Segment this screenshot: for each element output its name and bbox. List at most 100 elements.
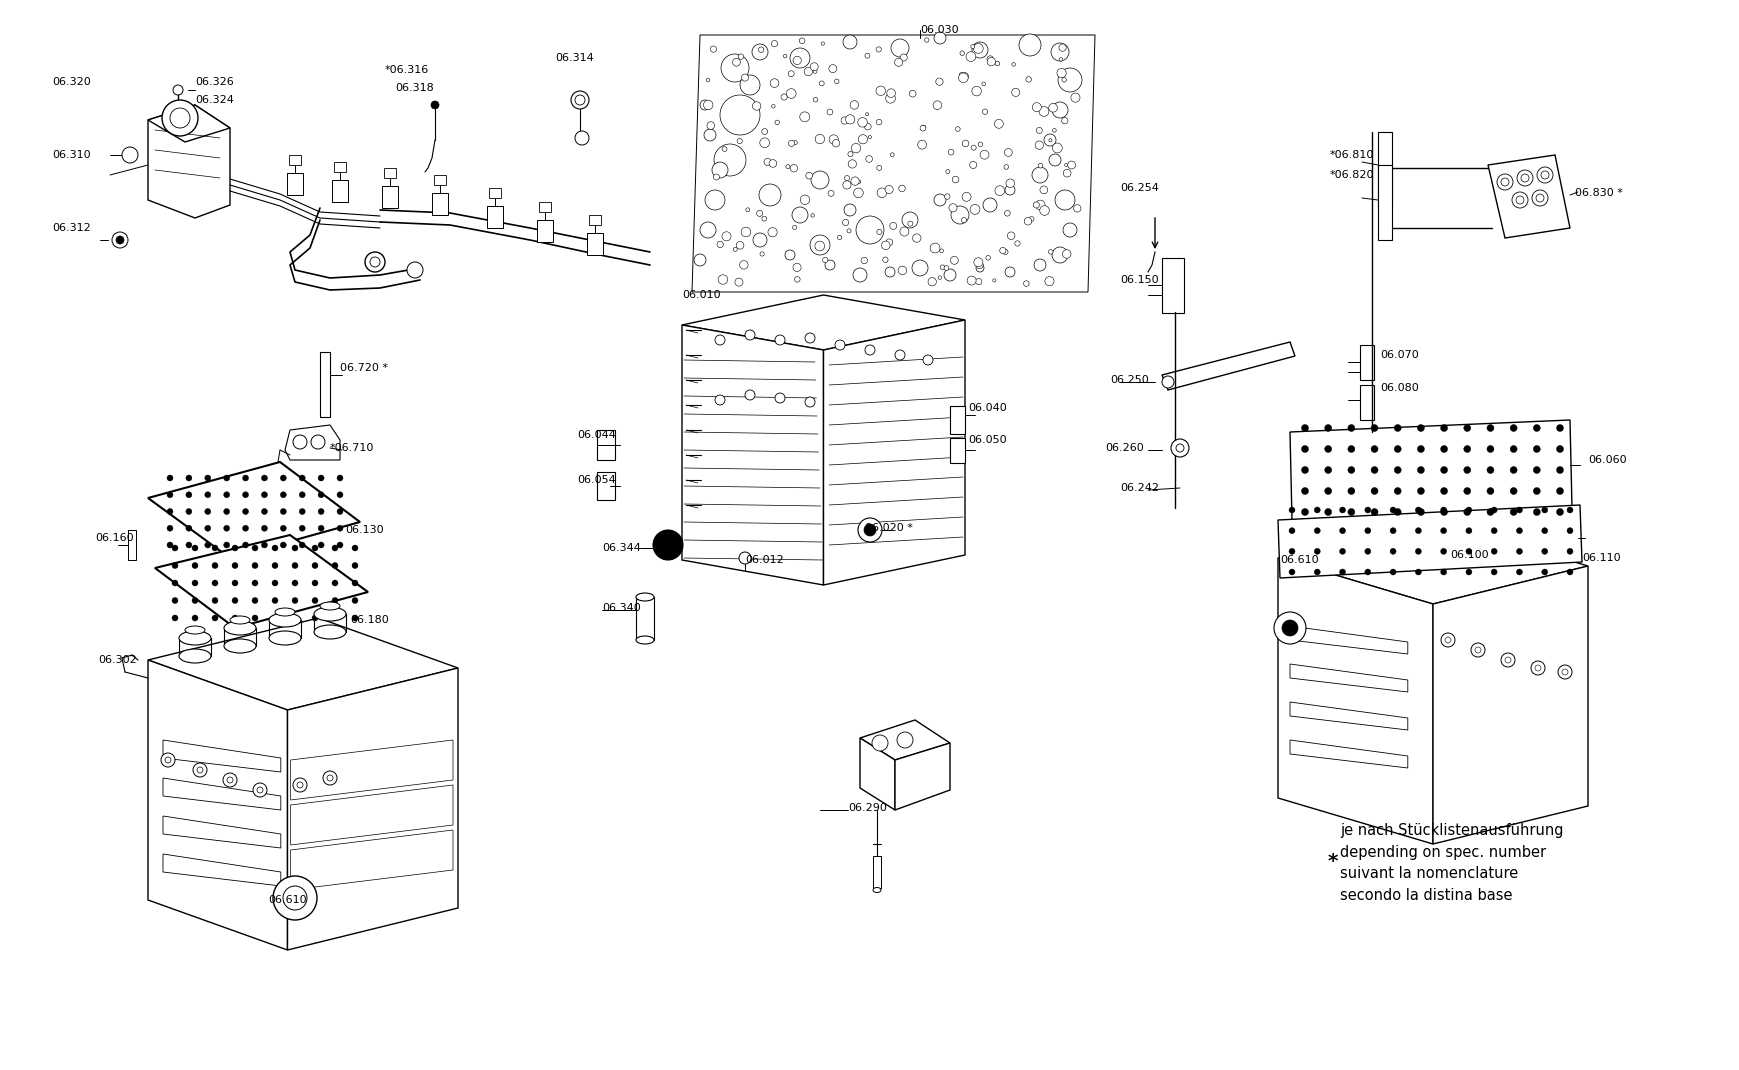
Polygon shape (1289, 421, 1570, 520)
Circle shape (1033, 202, 1038, 208)
Polygon shape (1289, 626, 1407, 654)
Circle shape (901, 212, 918, 228)
Circle shape (958, 73, 967, 82)
Circle shape (739, 552, 751, 564)
Circle shape (292, 563, 297, 568)
Circle shape (911, 260, 927, 276)
Circle shape (823, 257, 828, 262)
Circle shape (231, 597, 238, 603)
Circle shape (365, 253, 384, 272)
Text: 06.260: 06.260 (1104, 443, 1143, 453)
Circle shape (652, 530, 683, 560)
Bar (537, 220, 553, 242)
Circle shape (1031, 167, 1047, 183)
Circle shape (1532, 445, 1539, 453)
Circle shape (871, 735, 887, 751)
Circle shape (981, 82, 984, 86)
Circle shape (864, 112, 868, 116)
Circle shape (574, 131, 590, 146)
Text: 06.290: 06.290 (847, 802, 887, 813)
Circle shape (191, 615, 198, 621)
Circle shape (951, 177, 958, 183)
Circle shape (1501, 653, 1515, 667)
Circle shape (1289, 528, 1294, 534)
Circle shape (944, 194, 949, 199)
Circle shape (864, 123, 871, 129)
Circle shape (986, 58, 995, 66)
Circle shape (793, 140, 796, 144)
Circle shape (965, 51, 976, 61)
Circle shape (983, 198, 996, 212)
Circle shape (739, 75, 760, 95)
Circle shape (739, 261, 748, 270)
Circle shape (783, 55, 786, 58)
Circle shape (847, 229, 850, 233)
Circle shape (205, 525, 210, 531)
Circle shape (876, 166, 882, 170)
Circle shape (167, 492, 172, 498)
Circle shape (762, 128, 767, 135)
Circle shape (857, 118, 866, 127)
Circle shape (1532, 425, 1539, 431)
Polygon shape (163, 778, 280, 810)
Circle shape (172, 580, 177, 586)
Circle shape (337, 542, 343, 548)
Circle shape (299, 542, 304, 548)
Circle shape (1073, 204, 1080, 212)
Polygon shape (1276, 520, 1588, 603)
Circle shape (793, 57, 802, 64)
Circle shape (949, 257, 958, 264)
Circle shape (1532, 488, 1539, 494)
Circle shape (1036, 127, 1042, 134)
Circle shape (1414, 528, 1421, 534)
Circle shape (1516, 548, 1522, 554)
Circle shape (1040, 186, 1047, 194)
Text: 06.610: 06.610 (268, 895, 306, 905)
Circle shape (1417, 488, 1424, 494)
Polygon shape (148, 105, 230, 218)
Circle shape (1348, 467, 1355, 474)
Circle shape (1516, 507, 1522, 513)
Circle shape (1556, 508, 1563, 516)
Circle shape (843, 175, 849, 181)
Polygon shape (1289, 740, 1407, 768)
Circle shape (280, 475, 287, 482)
Circle shape (1063, 249, 1071, 258)
Circle shape (172, 545, 177, 551)
Circle shape (1556, 664, 1570, 679)
Circle shape (790, 165, 796, 172)
Circle shape (1462, 425, 1469, 431)
Circle shape (781, 94, 786, 101)
Circle shape (706, 122, 715, 129)
Circle shape (946, 169, 949, 173)
Circle shape (770, 79, 779, 88)
Circle shape (212, 563, 217, 568)
Circle shape (885, 268, 894, 277)
Bar (320, 352, 330, 417)
Circle shape (1516, 528, 1522, 534)
Text: 06.302: 06.302 (97, 655, 137, 664)
Circle shape (890, 39, 908, 57)
Circle shape (252, 597, 257, 603)
Circle shape (431, 101, 438, 109)
Circle shape (1301, 508, 1308, 516)
Circle shape (736, 242, 744, 249)
Circle shape (800, 112, 809, 122)
Circle shape (972, 44, 983, 54)
Circle shape (1003, 211, 1010, 216)
Circle shape (948, 150, 953, 155)
Text: *06.316: *06.316 (384, 65, 430, 75)
Circle shape (805, 333, 814, 343)
Circle shape (1010, 89, 1019, 96)
Circle shape (1389, 569, 1395, 575)
Circle shape (261, 542, 268, 548)
Bar (489, 188, 501, 198)
Circle shape (788, 71, 793, 77)
Bar (383, 186, 398, 208)
Circle shape (995, 186, 1003, 196)
Circle shape (1440, 569, 1445, 575)
Circle shape (845, 114, 854, 124)
Circle shape (205, 508, 210, 515)
Text: 06.012: 06.012 (744, 555, 783, 565)
Circle shape (835, 79, 838, 83)
